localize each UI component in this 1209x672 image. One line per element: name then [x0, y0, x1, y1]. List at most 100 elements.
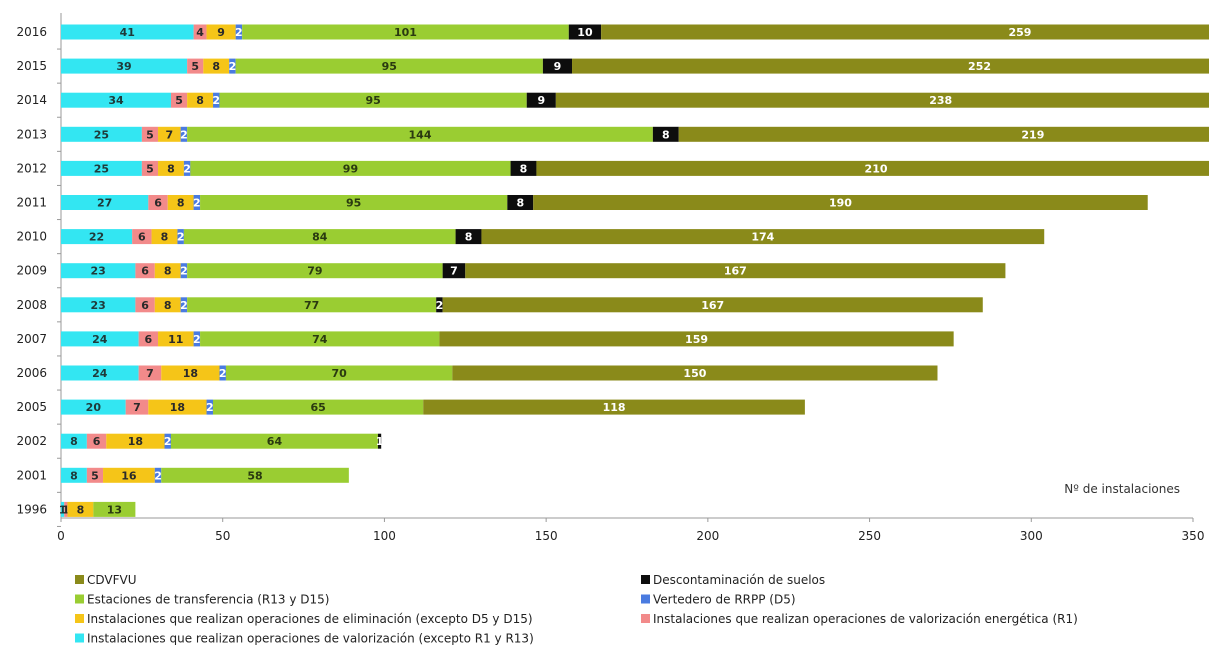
- data-label: 24: [92, 333, 108, 346]
- data-label: 11: [168, 333, 183, 346]
- legend-swatch: [75, 633, 84, 643]
- data-label: 238: [929, 94, 952, 107]
- data-label: 150: [683, 367, 706, 380]
- data-label: 9: [217, 26, 225, 39]
- bar-segment: [67, 501, 94, 517]
- data-label: 2: [206, 401, 214, 414]
- data-label: 2: [212, 94, 220, 107]
- bar-segment: [64, 501, 68, 517]
- data-label: 144: [409, 128, 432, 141]
- data-label: 2: [177, 231, 185, 244]
- bar-segment: [225, 365, 453, 381]
- bar-segment: [542, 58, 573, 74]
- y-tick-label: 2015: [16, 59, 47, 73]
- data-label: 8: [520, 162, 528, 175]
- bar-segment: [187, 58, 204, 74]
- bar-segment: [533, 195, 1148, 210]
- data-label: 5: [91, 469, 99, 482]
- bar-segment: [213, 92, 220, 108]
- bar-segment: [61, 92, 171, 108]
- bar-segment: [229, 58, 236, 74]
- data-label: 4: [196, 26, 204, 39]
- data-label: 95: [382, 60, 397, 73]
- bar-segment: [125, 399, 149, 415]
- data-label: 2: [180, 299, 188, 312]
- bar-segment: [141, 126, 159, 142]
- bar-segment: [180, 126, 188, 142]
- bar-segment: [183, 160, 191, 176]
- bar-segment: [135, 263, 155, 279]
- bar-segment: [442, 263, 466, 279]
- data-label: 18: [170, 401, 185, 414]
- bar-segment: [177, 229, 184, 245]
- bar-segment: [203, 58, 230, 74]
- bar-segment: [61, 126, 142, 142]
- bar-segment: [61, 58, 188, 74]
- y-tick-label: 2007: [16, 332, 47, 346]
- data-label: 8: [212, 60, 220, 73]
- bar-segment: [206, 399, 214, 415]
- legend-label: CDVFVU: [87, 573, 137, 587]
- legend-swatch: [641, 594, 650, 604]
- bar-segment: [164, 433, 171, 449]
- bar-segment: [455, 229, 482, 245]
- data-label: 99: [343, 162, 358, 175]
- x-tick-label: 250: [858, 529, 881, 543]
- data-label: 159: [685, 333, 708, 346]
- bar-segment: [439, 331, 954, 347]
- bar-segment: [106, 433, 165, 449]
- bar-segment: [377, 433, 382, 449]
- bar-segment: [151, 229, 178, 245]
- data-label: 5: [175, 94, 183, 107]
- bar-segment: [61, 229, 133, 245]
- legend-swatch: [641, 614, 650, 623]
- data-label: 8: [77, 503, 85, 516]
- bar-segment: [436, 297, 443, 313]
- bar-segment: [170, 433, 378, 449]
- data-label: 25: [94, 128, 109, 141]
- bar-segment: [555, 92, 1209, 108]
- data-label: 8: [161, 231, 169, 244]
- bar-segment: [61, 263, 136, 279]
- bar-segment: [200, 195, 508, 210]
- data-label: 10: [577, 26, 593, 39]
- bar-segment: [61, 501, 65, 517]
- bar-segment: [536, 160, 1209, 176]
- data-label: 2: [235, 26, 243, 39]
- bar-segment: [206, 24, 236, 40]
- legend-swatch: [75, 614, 84, 623]
- data-label: 18: [183, 367, 198, 380]
- data-label: 64: [267, 435, 283, 448]
- y-tick-label: 2005: [16, 400, 47, 414]
- data-label: 34: [108, 94, 124, 107]
- data-label: 101: [394, 26, 417, 39]
- y-tick-label: 2016: [16, 25, 47, 39]
- data-label: 27: [97, 197, 112, 210]
- data-label: 8: [164, 265, 172, 278]
- bar-segment: [572, 58, 1209, 74]
- legend-swatch: [75, 575, 84, 584]
- bar-segment: [154, 297, 181, 313]
- bar-segment: [180, 297, 188, 313]
- data-label: 8: [70, 435, 78, 448]
- data-label: 1: [376, 435, 384, 448]
- data-label: 2: [229, 60, 237, 73]
- bar-segment: [242, 24, 569, 40]
- data-label: 23: [91, 265, 106, 278]
- bar-segment: [138, 331, 159, 347]
- data-label: 252: [968, 60, 991, 73]
- legend-label: Instalaciones que realizan operaciones d…: [87, 632, 534, 646]
- data-label: 2: [183, 162, 191, 175]
- legend-label: Estaciones de transferencia (R13 y D15): [87, 593, 329, 607]
- data-label: 23: [91, 299, 106, 312]
- bar-segment: [61, 399, 126, 415]
- data-label: 7: [133, 401, 141, 414]
- data-label: 70: [331, 367, 347, 380]
- data-label: 13: [107, 503, 122, 516]
- data-label: 79: [307, 265, 322, 278]
- bar-segment: [507, 195, 534, 210]
- data-label: 8: [177, 197, 185, 210]
- bar-segment: [61, 297, 136, 313]
- x-tick-label: 300: [1020, 529, 1043, 543]
- bar-segment: [86, 467, 104, 483]
